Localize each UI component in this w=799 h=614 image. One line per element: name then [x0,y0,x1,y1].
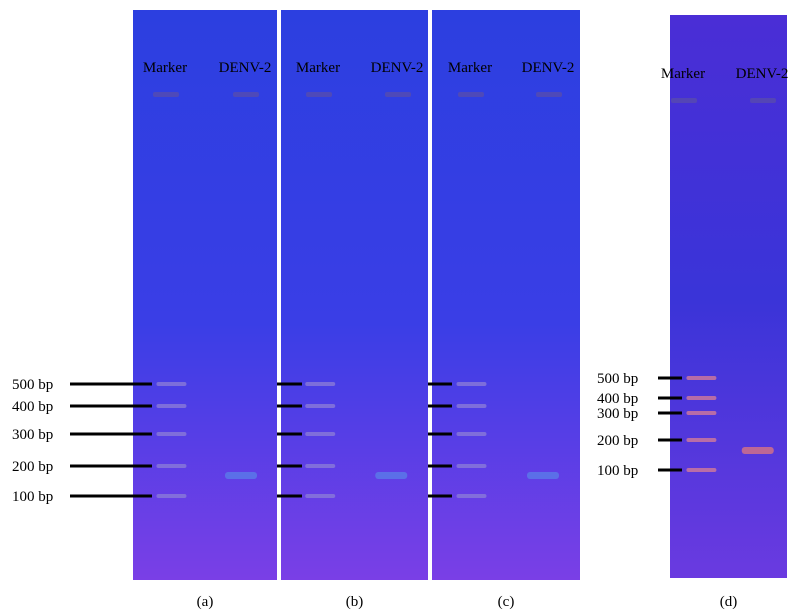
ladder-band [456,404,486,408]
ladder-label: 200 bp [597,433,638,449]
gel-panel: Marker DENV-2 500 bp 400 bp 300 bp 200 bp 100 … [12,10,277,610]
ladder-label: 500 bp [597,371,638,387]
ladder-label: 300 bp [597,406,638,422]
ladder-band [305,382,335,386]
ladder-band [456,382,486,386]
ladder-band [305,464,335,468]
ladder-band [686,438,716,442]
lane-label: DENV-2 [219,60,272,76]
ladder-label: 400 bp [12,399,53,415]
gel-well [153,92,179,97]
ladder-label: 100 bp [597,463,638,479]
ladder-band [156,432,186,436]
ladder-band [156,464,186,468]
ladder-label: 400 bp [597,391,638,407]
gel-well [536,92,562,97]
ladder-label: 300 bp [12,427,53,443]
sample-band [742,447,774,454]
gel-well [385,92,411,97]
ladder-band [686,468,716,472]
lane-label: DENV-2 [522,60,575,76]
gel-figure: MarkerDENV-2500 bp400 bp300 bp200 bp100 … [0,0,799,614]
ladder-band [456,432,486,436]
panel-label: (d) [720,594,738,610]
gel-well [233,92,259,97]
lane-label: Marker [661,66,705,82]
ladder-label: 500 bp [12,377,53,393]
panel-label: (a) [197,594,214,610]
ladder-band [305,432,335,436]
gel-panel: Marker DENV-2 (b) [277,10,428,610]
ladder-band [305,494,335,498]
lane-label: DENV-2 [371,60,424,76]
panel-label: (b) [346,594,364,610]
sample-band [225,472,257,479]
ladder-band [456,494,486,498]
gel-well [671,98,697,103]
lane-label: DENV-2 [736,66,789,82]
lane-label: Marker [143,60,187,76]
gel-well [458,92,484,97]
ladder-band [686,396,716,400]
sample-band [375,472,407,479]
panel-label: (c) [498,594,515,610]
lane-label: Marker [296,60,340,76]
sample-band [527,472,559,479]
ladder-band [156,382,186,386]
gel-well [306,92,332,97]
ladder-band [686,411,716,415]
ladder-band [305,404,335,408]
ladder-label: 100 bp [12,489,53,505]
lane-label: Marker [448,60,492,76]
ladder-band [156,494,186,498]
ladder-band [456,464,486,468]
ladder-label: 200 bp [12,459,53,475]
ladder-band [686,376,716,380]
gel-panel: Marker DENV-2 (c) [428,10,580,610]
ladder-band [156,404,186,408]
gel-well [750,98,776,103]
